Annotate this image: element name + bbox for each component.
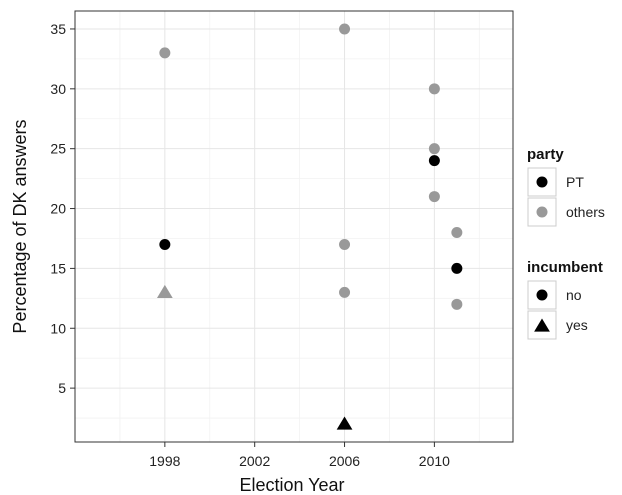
- data-point-triangle: [336, 416, 353, 430]
- y-tick-label: 35: [50, 21, 66, 37]
- data-point-triangle: [156, 284, 173, 298]
- legend-key-triangle: [534, 318, 550, 332]
- x-axis-ticks: 1998 2002 2006 2010: [149, 442, 450, 469]
- y-tick-label: 15: [50, 260, 66, 276]
- x-tick-label: 2002: [239, 453, 270, 469]
- legend-group-incumbent: incumbent no yes: [527, 259, 603, 340]
- legend-key-circle: [536, 289, 548, 301]
- legend-key-box: [527, 280, 557, 310]
- y-tick-label: 10: [50, 320, 66, 336]
- legend-label: no: [566, 287, 582, 303]
- legend-title: party: [527, 146, 564, 163]
- data-point: [451, 262, 463, 274]
- data-points: [156, 23, 463, 430]
- y-axis-title: Percentage of DK answers: [10, 119, 30, 333]
- data-point: [451, 298, 463, 310]
- y-tick-label: 25: [50, 141, 66, 157]
- y-tick-label: 20: [50, 201, 66, 217]
- legend-key-circle: [536, 176, 548, 188]
- data-point: [339, 286, 351, 298]
- grid-major: [75, 11, 513, 442]
- x-tick-label: 2010: [419, 453, 450, 469]
- x-tick-label: 1998: [149, 453, 180, 469]
- legend-label: yes: [566, 317, 588, 333]
- data-point: [428, 191, 440, 203]
- grid-minor: [75, 11, 513, 442]
- legend-label: others: [566, 204, 605, 220]
- y-tick-label: 30: [50, 81, 66, 97]
- data-point: [428, 155, 440, 167]
- data-point: [159, 238, 171, 250]
- data-point: [428, 143, 440, 155]
- legend-label: PT: [566, 174, 584, 190]
- y-tick-label: 5: [58, 380, 66, 396]
- data-point: [451, 226, 463, 238]
- data-point: [339, 238, 351, 250]
- data-point: [159, 47, 171, 59]
- data-point: [428, 83, 440, 95]
- data-point: [339, 23, 351, 35]
- x-tick-label: 2006: [329, 453, 360, 469]
- legend-title: incumbent: [527, 259, 603, 276]
- plot-frame: [74, 10, 514, 443]
- x-axis-title: Election Year: [239, 475, 344, 495]
- y-axis-ticks: 5 10 15 20 25 30 35: [50, 21, 75, 396]
- legend-key-circle: [536, 206, 548, 218]
